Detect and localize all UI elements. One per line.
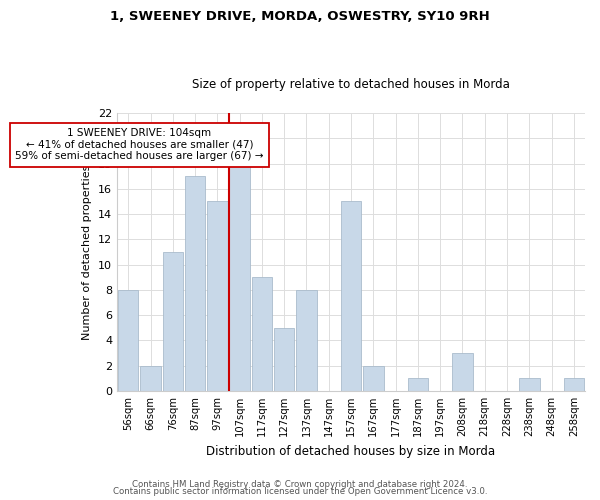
Bar bbox=[296, 290, 317, 391]
X-axis label: Distribution of detached houses by size in Morda: Distribution of detached houses by size … bbox=[206, 444, 496, 458]
Bar bbox=[452, 353, 473, 391]
Bar bbox=[207, 202, 227, 391]
Text: 1 SWEENEY DRIVE: 104sqm
← 41% of detached houses are smaller (47)
59% of semi-de: 1 SWEENEY DRIVE: 104sqm ← 41% of detache… bbox=[15, 128, 263, 162]
Y-axis label: Number of detached properties: Number of detached properties bbox=[82, 164, 92, 340]
Bar bbox=[140, 366, 161, 391]
Bar bbox=[163, 252, 183, 391]
Text: Contains public sector information licensed under the Open Government Licence v3: Contains public sector information licen… bbox=[113, 488, 487, 496]
Bar bbox=[118, 290, 139, 391]
Text: 1, SWEENEY DRIVE, MORDA, OSWESTRY, SY10 9RH: 1, SWEENEY DRIVE, MORDA, OSWESTRY, SY10 … bbox=[110, 10, 490, 23]
Text: Contains HM Land Registry data © Crown copyright and database right 2024.: Contains HM Land Registry data © Crown c… bbox=[132, 480, 468, 489]
Bar bbox=[363, 366, 383, 391]
Bar bbox=[229, 164, 250, 391]
Bar bbox=[407, 378, 428, 391]
Bar bbox=[185, 176, 205, 391]
Bar bbox=[563, 378, 584, 391]
Bar bbox=[274, 328, 295, 391]
Title: Size of property relative to detached houses in Morda: Size of property relative to detached ho… bbox=[192, 78, 510, 91]
Bar bbox=[251, 277, 272, 391]
Bar bbox=[519, 378, 539, 391]
Bar bbox=[341, 202, 361, 391]
